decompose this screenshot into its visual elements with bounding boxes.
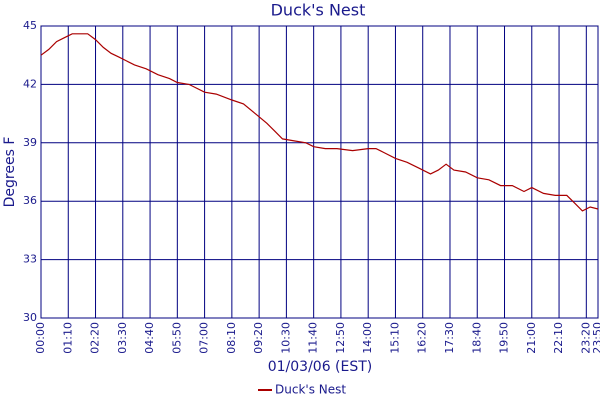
- x-tick-label: 15:10: [388, 322, 401, 354]
- x-tick-label: 07:00: [198, 322, 211, 354]
- x-tick-label: 09:20: [252, 322, 265, 354]
- x-tick-label: 05:50: [170, 322, 183, 354]
- x-tick-label: 22:10: [552, 322, 565, 354]
- x-axis-label: 01/03/06 (EST): [268, 359, 373, 375]
- x-tick-label: 10:30: [279, 322, 292, 354]
- y-axis-label: Degrees F: [2, 137, 18, 208]
- x-tick-label: 19:50: [498, 322, 511, 354]
- x-tick-label: 18:40: [470, 322, 483, 354]
- x-tick-label: 16:20: [416, 322, 429, 354]
- y-tick-label: 30: [23, 311, 37, 324]
- x-tick-label: 03:30: [116, 322, 129, 354]
- x-tick-label: 08:10: [225, 322, 238, 354]
- x-tick-label: 00:00: [34, 322, 47, 354]
- x-tick-label: 12:50: [334, 322, 347, 354]
- plot-area: [40, 25, 599, 319]
- x-tick-label: 21:00: [525, 322, 538, 354]
- data-line: [40, 33, 599, 212]
- y-tick-label: 42: [23, 77, 37, 90]
- x-tick-label: 11:40: [307, 322, 320, 354]
- y-tick-label: 33: [23, 253, 37, 266]
- y-tick-label: 36: [23, 194, 37, 207]
- x-tick-label: 23:50: [591, 322, 600, 354]
- y-tick-label: 45: [23, 19, 37, 32]
- x-tick-label: 23:20: [579, 322, 592, 354]
- y-tick-label: 39: [23, 136, 37, 149]
- x-tick-label: 02:20: [89, 322, 102, 354]
- legend-label: Duck's Nest: [275, 383, 346, 397]
- x-tick-label: 14:00: [361, 322, 374, 354]
- x-tick-label: 17:30: [443, 322, 456, 354]
- x-tick-label: 01:10: [61, 322, 74, 354]
- x-tick-label: 04:40: [143, 322, 156, 354]
- chart-title: Duck's Nest: [271, 1, 366, 20]
